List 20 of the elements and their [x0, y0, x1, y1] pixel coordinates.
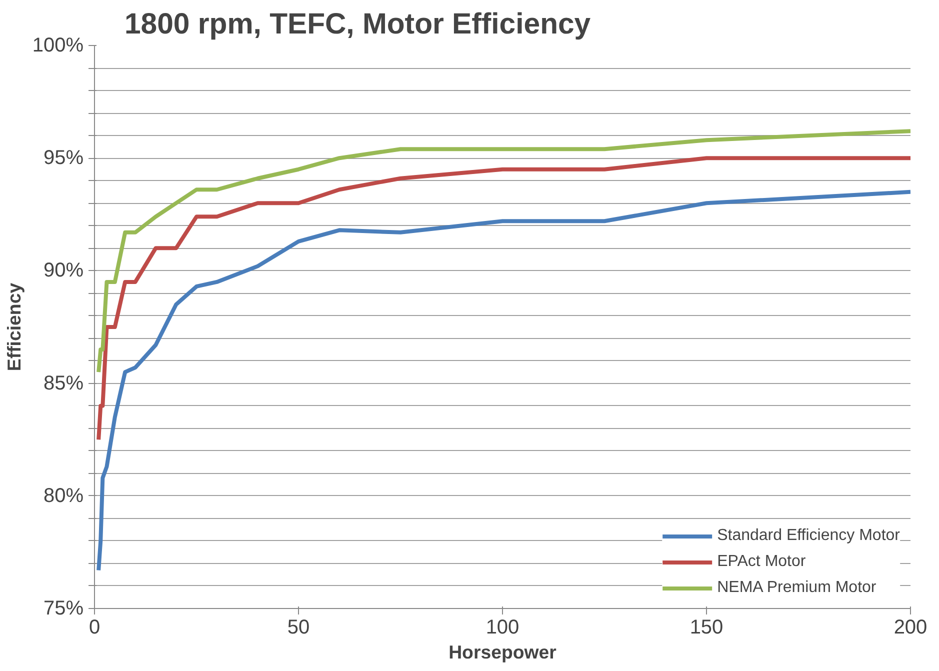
x-tick-label: 0	[88, 616, 100, 638]
x-tick-label: 150	[690, 616, 724, 638]
y-tick-label: 85%	[43, 372, 84, 394]
x-tick-label: 200	[894, 616, 928, 638]
y-tick-label: 75%	[43, 598, 84, 620]
line-series	[96, 190, 910, 572]
line-series	[96, 156, 910, 442]
legend-label: EPAct Motor	[717, 553, 806, 571]
legend-label: Standard Efficiency Motor	[717, 527, 900, 545]
legend-label: NEMA Premium Motor	[717, 579, 876, 597]
line-series	[96, 129, 910, 374]
y-tick-label: 80%	[43, 484, 84, 507]
y-axis-title: Efficiency	[3, 282, 24, 372]
x-tick-label: 50	[287, 616, 310, 638]
x-axis-title: Horsepower	[448, 642, 556, 662]
chart-title: 1800 rpm, TEFC, Motor Efficiency	[124, 8, 592, 40]
y-tick-label: 95%	[43, 147, 84, 170]
x-tick-label: 100	[486, 616, 520, 638]
y-tick-label: 100%	[32, 34, 84, 56]
y-tick-label: 90%	[43, 260, 84, 282]
